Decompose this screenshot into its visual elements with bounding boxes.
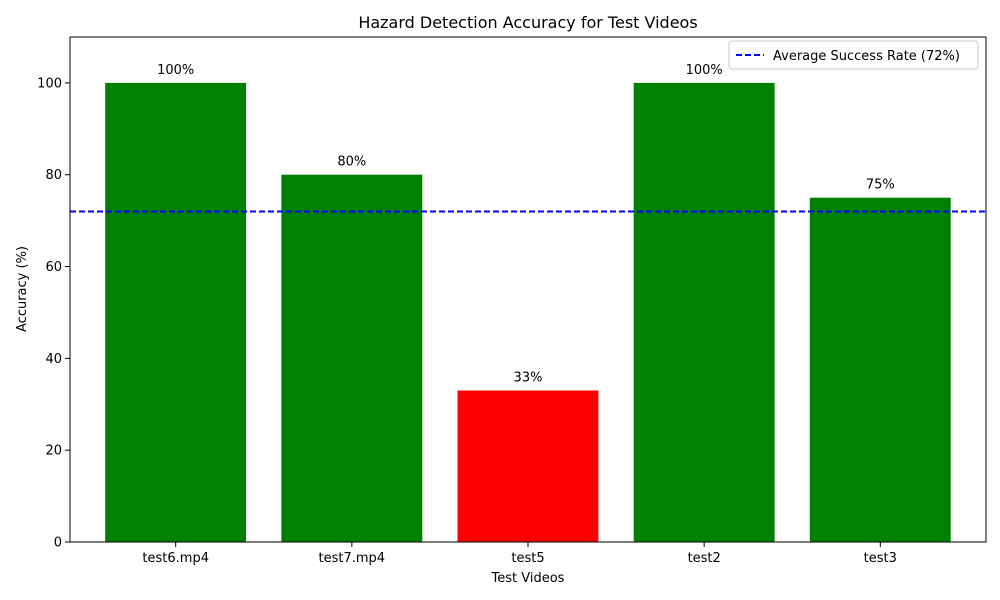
y-axis-label: Accuracy (%) [15,246,30,332]
x-tick-label: test3 [864,551,897,566]
bar-test7-mp4 [281,174,423,542]
chart-title: Hazard Detection Accuracy for Test Video… [358,13,697,32]
y-tick-label: 100 [37,76,62,91]
bar-test5 [457,390,599,542]
data-label: 33% [514,371,543,386]
data-label: 80% [337,155,366,170]
legend-label: Average Success Rate (72%) [773,49,960,64]
data-label: 100% [157,63,194,78]
x-tick-label: test6.mp4 [142,551,209,566]
data-label: 100% [686,63,723,78]
plot-frame [69,36,987,543]
y-tick-label: 40 [45,352,62,367]
bar-test6-mp4 [105,82,247,543]
x-axis-label: Test Videos [491,571,565,586]
y-tick-label: 20 [45,444,62,459]
plot-area: 100% test6.mp4 80% test7.mp4 33% test5 100% tes… [37,36,987,566]
x-tick-label: test7.mp4 [319,551,386,566]
x-tick-label: test2 [688,551,721,566]
x-tick-label: test5 [511,551,544,566]
y-tick-label: 60 [45,260,62,275]
data-label: 75% [866,178,895,193]
legend-box [728,40,979,70]
bar-test3 [809,197,951,542]
y-tick-label: 80 [45,168,62,183]
bar-test2 [633,82,775,543]
y-tick-label: 0 [54,536,62,551]
legend: Average Success Rate (72%) [728,40,979,70]
